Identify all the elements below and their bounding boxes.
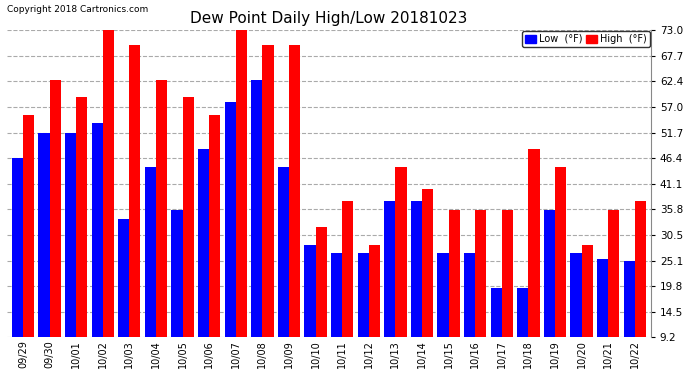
Bar xyxy=(635,201,646,375)
Bar xyxy=(464,254,475,375)
Bar xyxy=(251,80,262,375)
Bar xyxy=(262,45,273,375)
Bar xyxy=(624,261,635,375)
Bar xyxy=(39,133,50,375)
Bar xyxy=(304,245,315,375)
Bar xyxy=(65,133,76,375)
Bar xyxy=(278,167,289,375)
Bar xyxy=(103,30,114,375)
Bar xyxy=(502,210,513,375)
Bar xyxy=(171,210,183,375)
Bar xyxy=(92,123,103,375)
Bar xyxy=(518,288,529,375)
Legend: Low  (°F), High  (°F): Low (°F), High (°F) xyxy=(522,31,650,47)
Bar xyxy=(289,45,300,375)
Bar xyxy=(145,167,156,375)
Bar xyxy=(448,210,460,375)
Bar xyxy=(236,30,247,375)
Bar xyxy=(156,80,167,375)
Bar xyxy=(422,189,433,375)
Bar xyxy=(23,115,34,375)
Bar xyxy=(129,45,141,375)
Bar xyxy=(491,288,502,375)
Bar xyxy=(357,254,368,375)
Bar xyxy=(384,201,395,375)
Bar xyxy=(529,150,540,375)
Bar xyxy=(183,98,194,375)
Bar xyxy=(608,210,620,375)
Bar xyxy=(315,228,327,375)
Bar xyxy=(555,167,566,375)
Bar xyxy=(118,219,129,375)
Bar xyxy=(331,254,342,375)
Bar xyxy=(597,259,608,375)
Bar xyxy=(12,158,23,375)
Bar xyxy=(76,98,88,375)
Bar xyxy=(582,245,593,375)
Bar xyxy=(224,102,236,375)
Bar xyxy=(368,245,380,375)
Bar xyxy=(571,254,582,375)
Bar xyxy=(475,210,486,375)
Bar xyxy=(395,167,406,375)
Bar xyxy=(411,201,422,375)
Bar xyxy=(437,254,448,375)
Text: Copyright 2018 Cartronics.com: Copyright 2018 Cartronics.com xyxy=(7,6,148,15)
Title: Dew Point Daily High/Low 20181023: Dew Point Daily High/Low 20181023 xyxy=(190,11,468,26)
Bar xyxy=(342,201,353,375)
Bar xyxy=(198,150,209,375)
Bar xyxy=(544,210,555,375)
Bar xyxy=(209,115,220,375)
Bar xyxy=(50,80,61,375)
